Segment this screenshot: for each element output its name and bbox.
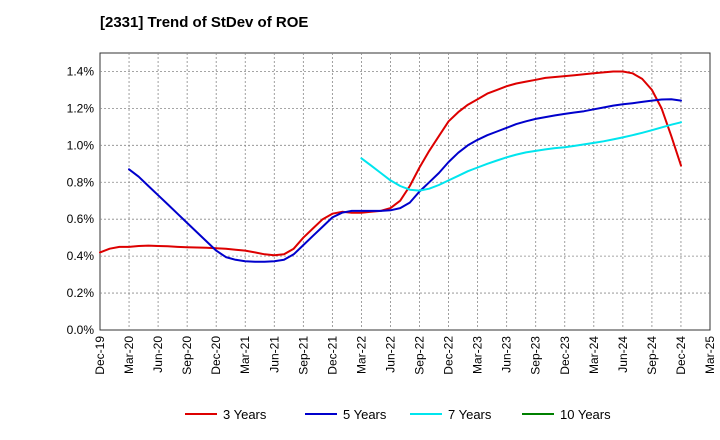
y-tick-label: 0.8% (67, 175, 95, 189)
x-tick-label: Mar-22 (354, 336, 368, 374)
series-line-5-years (128, 98, 682, 263)
x-tick-label: Jun-20 (151, 336, 165, 373)
y-tick-label: 0.0% (67, 323, 95, 337)
x-tick-label: Sep-20 (180, 336, 194, 375)
x-tick-label: Dec-21 (325, 336, 339, 375)
y-tick-label: 1.0% (67, 138, 95, 152)
x-tick-label: Sep-24 (645, 336, 659, 375)
x-tick-label: Dec-23 (558, 336, 572, 375)
chart-title: [2331] Trend of StDev of ROE (100, 14, 309, 31)
legend-label: 10 Years (560, 407, 611, 422)
y-tick-label: 1.2% (67, 101, 95, 115)
x-tick-label: Mar-25 (703, 336, 717, 374)
y-tick-label: 0.2% (67, 286, 95, 300)
x-tick-label: Dec-19 (93, 336, 107, 375)
x-tick-label: Mar-21 (238, 336, 252, 374)
series-line-7-years (360, 121, 682, 192)
y-tick-label: 0.6% (67, 212, 95, 226)
y-tick-label: 1.4% (67, 64, 95, 78)
x-tick-label: Sep-23 (529, 336, 543, 375)
x-tick-label: Mar-23 (471, 336, 485, 374)
x-tick-label: Dec-22 (442, 336, 456, 375)
x-tick-label: Dec-24 (674, 336, 688, 375)
x-tick-label: Mar-24 (587, 336, 601, 374)
series-line-3-years (99, 70, 682, 257)
x-tick-label: Jun-24 (616, 336, 630, 373)
y-tick-label: 0.4% (67, 249, 95, 263)
x-tick-label: Jun-23 (500, 336, 514, 373)
legend-label: 5 Years (343, 407, 387, 422)
x-tick-label: Jun-22 (383, 336, 397, 373)
plot-area (99, 52, 711, 331)
x-tick-label: Sep-21 (296, 336, 310, 375)
x-tick-label: Mar-20 (122, 336, 136, 374)
legend-label: 7 Years (448, 407, 492, 422)
legend-label: 3 Years (223, 407, 267, 422)
x-tick-label: Jun-21 (267, 336, 281, 373)
x-tick-label: Dec-20 (209, 336, 223, 375)
x-tick-label: Sep-22 (413, 336, 427, 375)
